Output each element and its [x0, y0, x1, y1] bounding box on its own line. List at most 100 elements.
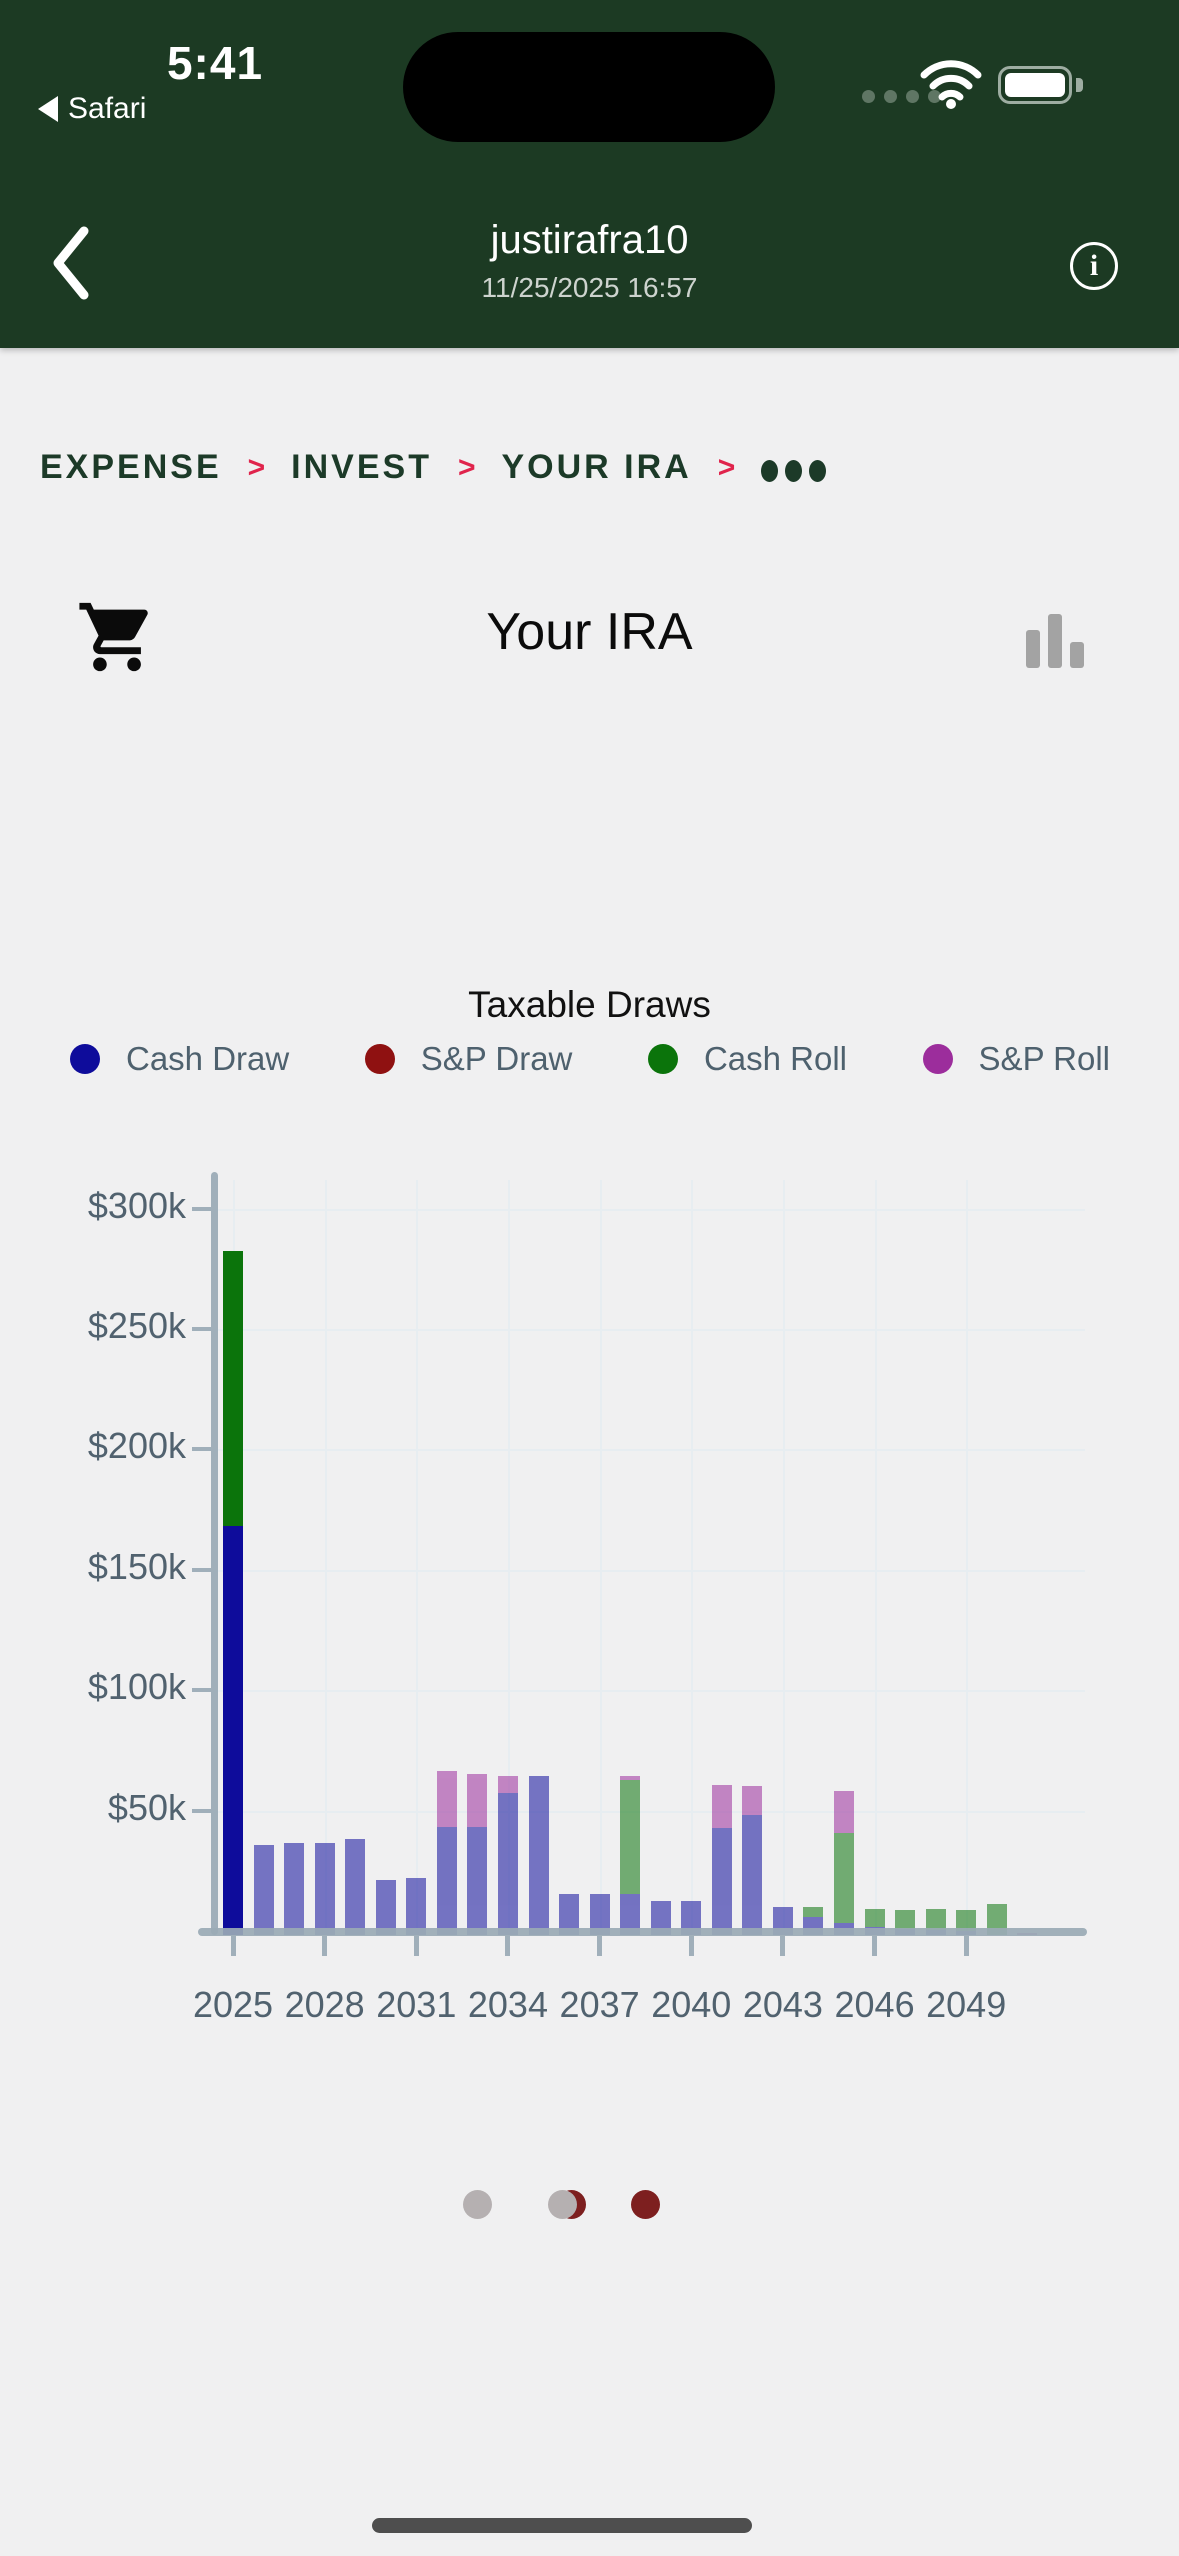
cellular-signal-icon: [862, 90, 941, 103]
bar-2046[interactable]: [864, 1908, 885, 1935]
legend-label: S&P Roll: [978, 1040, 1110, 1077]
gridline-h: [215, 1208, 1085, 1211]
breadcrumb-item-your-ira[interactable]: YOUR IRA: [501, 448, 692, 486]
bar-2048[interactable]: [925, 1908, 946, 1935]
bar-segment-cash-draw: [711, 1827, 732, 1935]
scenario-timestamp: 11/25/2025 16:57: [481, 272, 698, 303]
breadcrumb-item-expense[interactable]: EXPENSE: [40, 448, 222, 486]
bar-segment-cash-draw: [223, 1525, 243, 1935]
shopping-cart-icon[interactable]: [76, 596, 158, 678]
bar-2034[interactable]: [497, 1776, 518, 1935]
bar-2051[interactable]: [1017, 1933, 1038, 1935]
bar-2043[interactable]: [772, 1907, 793, 1935]
bar-segment-cash-draw: [253, 1844, 274, 1935]
bar-2029[interactable]: [345, 1838, 366, 1935]
y-axis-tick: [192, 1567, 212, 1572]
x-axis-label: 2031: [376, 1984, 457, 2025]
page-dot-3-active[interactable]: [631, 2190, 660, 2219]
bar-segment-cash-draw: [803, 1916, 824, 1935]
bar-segment-cash-roll: [834, 1832, 854, 1923]
bar-2032[interactable]: [436, 1771, 457, 1935]
page-dot-1[interactable]: [463, 2190, 492, 2219]
legend-dot: [70, 1044, 100, 1074]
page-title: Your IRA: [486, 603, 693, 661]
x-axis-tick: [322, 1936, 328, 1956]
gridline-v: [416, 1180, 419, 1931]
x-axis-label: 2040: [651, 1984, 732, 2025]
legend-item-cash-roll[interactable]: Cash Roll: [647, 1040, 847, 1078]
bar-segment-cash-draw: [375, 1879, 396, 1935]
back-chevron-button[interactable]: [46, 222, 98, 304]
bar-2047[interactable]: [895, 1909, 916, 1935]
bar-2044[interactable]: [803, 1907, 824, 1935]
x-axis: [198, 1928, 1087, 1936]
bar-segment-cash-roll: [864, 1908, 885, 1927]
breadcrumb-item-invest[interactable]: INVEST: [291, 448, 432, 486]
bar-segment-cash-draw: [528, 1776, 549, 1935]
gridline-h: [215, 1690, 1085, 1693]
legend-item-cash-draw[interactable]: Cash Draw: [70, 1040, 289, 1078]
y-axis-label: $250k: [87, 1305, 186, 1346]
bar-2035[interactable]: [528, 1776, 549, 1935]
bar-2040[interactable]: [681, 1901, 702, 1935]
page-dot-2[interactable]: [548, 2190, 586, 2219]
bar-segment-cash-draw: [895, 1928, 916, 1935]
bar-segment-s-p-roll: [834, 1790, 854, 1833]
legend-item-s-p-draw[interactable]: S&P Draw: [364, 1040, 572, 1078]
breadcrumb-overflow-button[interactable]: [761, 454, 827, 482]
back-to-app-link[interactable]: Safari: [38, 92, 146, 126]
gridline-v: [507, 1180, 510, 1931]
bar-2039[interactable]: [650, 1901, 671, 1935]
bar-2049[interactable]: [956, 1909, 977, 1935]
bar-segment-cash-draw: [742, 1814, 763, 1935]
bar-2036[interactable]: [559, 1894, 580, 1935]
bar-2027[interactable]: [284, 1843, 305, 1935]
bar-segment-cash-draw: [497, 1792, 518, 1935]
status-time: 5:41: [166, 37, 264, 89]
bar-2025[interactable]: [223, 1251, 243, 1935]
bar-2030[interactable]: [375, 1879, 396, 1935]
bar-2041[interactable]: [711, 1784, 732, 1935]
bar-segment-s-p-roll: [620, 1776, 641, 1780]
bar-segment-s-p-roll: [436, 1771, 457, 1827]
bar-segment-cash-roll: [803, 1907, 824, 1917]
x-axis-label: 2025: [192, 1984, 274, 2025]
y-axis-tick: [192, 1688, 212, 1693]
bar-segment-s-p-roll: [711, 1784, 732, 1828]
x-axis-label: 2049: [926, 1984, 1007, 2025]
gridline-v: [599, 1180, 602, 1931]
legend-label: Cash Roll: [703, 1040, 847, 1077]
bar-segment-cash-draw: [620, 1894, 641, 1935]
bar-chart-view-button[interactable]: [1026, 612, 1088, 668]
info-button[interactable]: i: [1070, 242, 1118, 290]
legend-dot: [922, 1044, 953, 1074]
bar-segment-cash-draw: [925, 1930, 946, 1935]
bar-2026[interactable]: [253, 1844, 274, 1935]
bar-2045[interactable]: [834, 1790, 854, 1935]
dynamic-island: [403, 32, 775, 142]
home-indicator[interactable]: [372, 2518, 752, 2533]
bar-segment-cash-draw: [284, 1843, 305, 1935]
bar-segment-cash-roll: [620, 1779, 641, 1895]
bar-2050[interactable]: [986, 1904, 1007, 1935]
back-triangle-icon: [38, 96, 58, 122]
bar-segment-cash-roll: [895, 1909, 916, 1929]
chart-legend: Cash Draw S&P Draw Cash Roll S&P Roll: [70, 1040, 1110, 1078]
bar-segment-cash-draw: [956, 1931, 977, 1935]
bar-2031[interactable]: [406, 1878, 427, 1935]
bar-2037[interactable]: [589, 1894, 610, 1935]
dot: [761, 459, 779, 482]
bar-2042[interactable]: [742, 1785, 763, 1935]
y-axis-label: $200k: [87, 1425, 186, 1467]
wifi-icon: [920, 60, 982, 109]
legend-item-s-p-roll[interactable]: S&P Roll: [922, 1040, 1110, 1078]
bar-2033[interactable]: [467, 1773, 488, 1935]
bar-segment-cash-draw: [559, 1894, 580, 1935]
bar-2028[interactable]: [314, 1843, 335, 1935]
x-axis-label: 2046: [834, 1984, 915, 2025]
bar-segment-cash-draw: [650, 1901, 671, 1935]
x-axis-label: 2034: [467, 1984, 548, 2025]
bar-2038[interactable]: [620, 1776, 641, 1935]
bar-segment-s-p-roll: [497, 1776, 518, 1793]
bar-segment-cash-draw: [314, 1843, 335, 1935]
